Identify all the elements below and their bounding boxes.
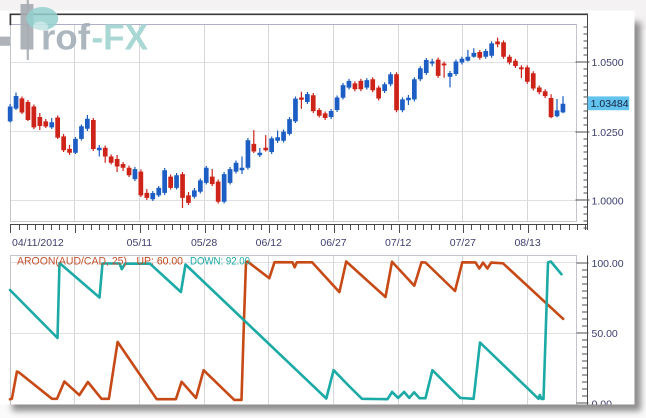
svg-text:04/11/2012: 04/11/2012 [12,237,64,249]
svg-text:DOWN: 92.00: DOWN: 92.00 [190,256,250,268]
svg-text:1.03484: 1.03484 [591,98,629,110]
svg-text:0.00: 0.00 [592,398,613,410]
svg-text:1.0000: 1.0000 [592,195,624,207]
svg-text:AROON(AUD/CAD, 25): AROON(AUD/CAD, 25) [17,256,127,268]
svg-text:100.00: 100.00 [592,258,624,270]
svg-text:06/27: 06/27 [320,237,346,249]
svg-text:1.0500: 1.0500 [592,57,624,69]
svg-text:rof: rof [41,17,91,58]
svg-text:1.0250: 1.0250 [592,127,624,139]
svg-text:50.00: 50.00 [592,328,618,340]
svg-text:07/27: 07/27 [450,237,476,249]
svg-text:-FX: -FX [92,17,149,58]
svg-text:05/11: 05/11 [127,237,153,249]
svg-text:05/28: 05/28 [191,237,217,249]
svg-text:06/12: 06/12 [256,237,282,249]
svg-text:UP: 60.00: UP: 60.00 [137,256,184,268]
svg-text:08/13: 08/13 [514,237,540,249]
svg-text:07/12: 07/12 [385,237,411,249]
